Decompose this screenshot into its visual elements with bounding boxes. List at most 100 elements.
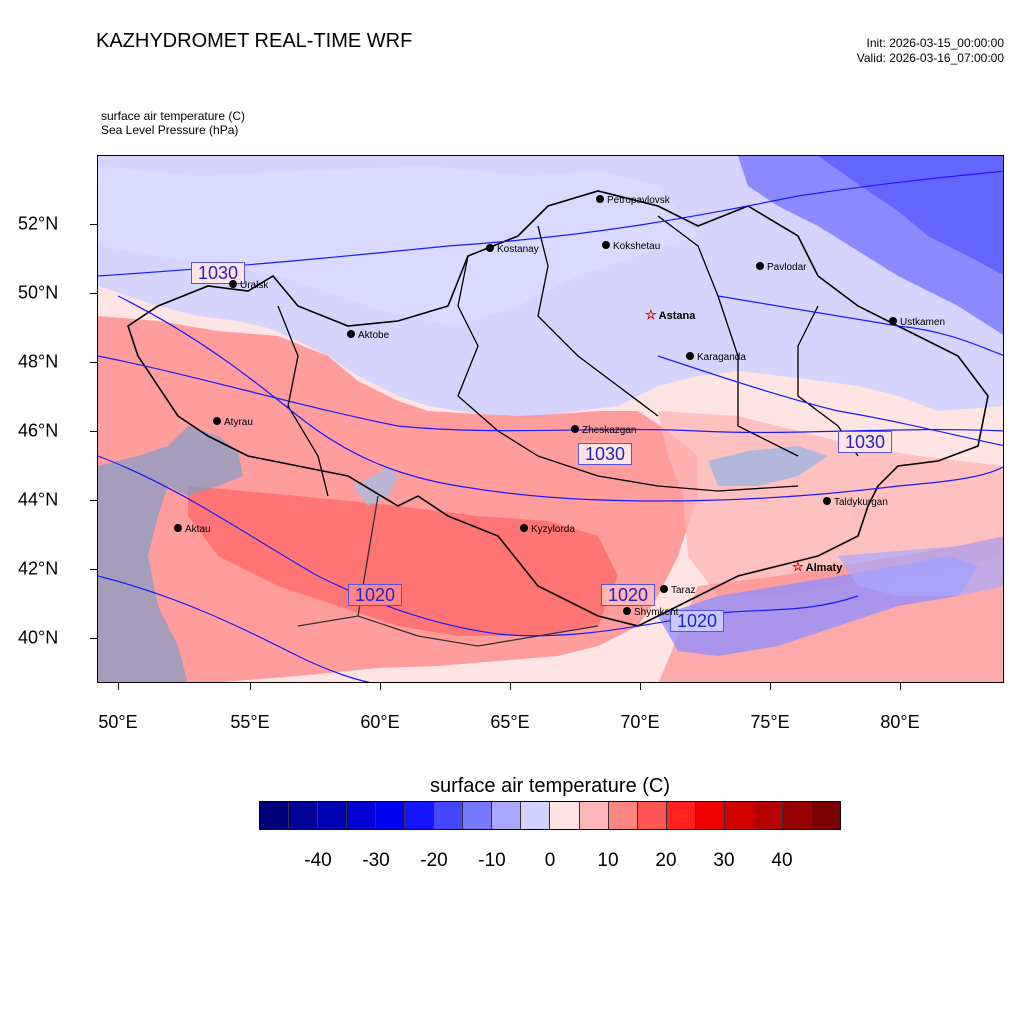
- lon-tick: [250, 683, 251, 690]
- city-taraz[interactable]: Taraz: [660, 585, 695, 596]
- city-pavlodar[interactable]: Pavlodar: [756, 262, 806, 273]
- lon-tick: [118, 683, 119, 690]
- country-border-south: [297, 615, 599, 647]
- isobar-line: [98, 170, 1003, 277]
- colorbar-swatch: [289, 802, 319, 829]
- capital-star-icon: ☆: [792, 559, 804, 574]
- city-kyzylorda[interactable]: Kyzylorda: [520, 524, 575, 535]
- province-border: [537, 225, 659, 417]
- lon-label: 55°E: [230, 712, 270, 732]
- city-aktau[interactable]: Aktau: [174, 524, 211, 535]
- colorbar-swatch: [608, 802, 638, 829]
- colorbar-swatch: [405, 802, 435, 829]
- city-dot-icon: [486, 244, 494, 252]
- city-astana[interactable]: ☆ Astana: [645, 307, 695, 323]
- init-time: Init: 2026-03-15_00:00:00: [866, 36, 1004, 50]
- page-title: KAZHYDROMET REAL-TIME WRF: [96, 30, 413, 52]
- city-label: Kostanay: [497, 244, 539, 255]
- colorbar-tick: 30: [713, 850, 735, 871]
- colorbar-swatch: [347, 802, 377, 829]
- isobar-line: [98, 455, 859, 637]
- city-dot-icon: [756, 262, 764, 270]
- colorbar-swatch: [492, 802, 522, 829]
- colorbar-swatch: [811, 802, 840, 829]
- city-aktobe[interactable]: Aktobe: [347, 330, 389, 341]
- isobar-label: 1030: [838, 431, 892, 453]
- city-label: Almaty: [805, 562, 843, 574]
- city-karaganda[interactable]: Karaganda: [686, 352, 746, 363]
- colorbar-tick: 40: [771, 850, 793, 871]
- lon-tick: [900, 683, 901, 690]
- city-label: Kyzylorda: [531, 524, 575, 535]
- colorbar-tick: -10: [478, 850, 506, 871]
- colorbar-tick: 20: [655, 850, 677, 871]
- colorbar: [259, 801, 841, 830]
- lon-label: 65°E: [490, 712, 530, 732]
- city-almaty[interactable]: ☆ Almaty: [792, 559, 842, 575]
- city-dot-icon: [213, 417, 221, 425]
- lat-label: 46°N: [18, 420, 59, 441]
- province-border: [537, 455, 799, 492]
- isobar-label: 1020: [348, 584, 402, 606]
- colorbar-tick: 10: [597, 850, 619, 871]
- province-border: [277, 305, 329, 497]
- city-petropavlovsk[interactable]: Petropavlovsk: [596, 195, 670, 206]
- city-uralsk[interactable]: Uralsk: [229, 280, 268, 291]
- colorbar-tick: -40: [304, 850, 332, 871]
- cold-core-inner: [818, 156, 1003, 275]
- colorbar-tick: 0: [544, 850, 556, 871]
- city-atyrau[interactable]: Atyrau: [213, 417, 253, 428]
- colorbar-swatch: [260, 802, 290, 829]
- lat-label: 44°N: [18, 489, 59, 510]
- city-zheskazgan[interactable]: Zheskazgan: [571, 425, 636, 436]
- lon-tick: [510, 683, 511, 690]
- caspian-sea: [98, 426, 243, 682]
- colorbar-swatch: [724, 802, 754, 829]
- city-dot-icon: [686, 352, 694, 360]
- province-border: [457, 255, 539, 457]
- colorbar-swatch: [550, 802, 580, 829]
- colorbar-swatch: [695, 802, 725, 829]
- city-taldykurgan[interactable]: Taldykurgan: [823, 497, 888, 508]
- lon-tick: [640, 683, 641, 690]
- city-label: Kokshetau: [613, 241, 661, 252]
- colorbar-swatch: [463, 802, 493, 829]
- city-label: Astana: [658, 310, 696, 322]
- city-dot-icon: [571, 425, 579, 433]
- city-label: Zheskazgan: [582, 425, 637, 436]
- isobar-label: 1030: [191, 262, 245, 284]
- province-border: [657, 215, 799, 457]
- lat-label: 42°N: [18, 558, 59, 579]
- colorbar-swatch: [376, 802, 406, 829]
- lat-tick: [90, 638, 97, 639]
- warm-core: [188, 486, 618, 636]
- colorbar-swatch: [637, 802, 667, 829]
- isobar-label: 1020: [601, 584, 655, 606]
- city-kokshetau[interactable]: Kokshetau: [602, 241, 660, 252]
- lat-tick: [90, 293, 97, 294]
- city-shymkent[interactable]: Shymkent: [623, 607, 678, 618]
- colorbar-swatch: [318, 802, 348, 829]
- lon-tick: [770, 683, 771, 690]
- map-panel[interactable]: 1030 1030 1030 1020 1020 1020 Petropavlo…: [97, 155, 1004, 683]
- city-dot-icon: [823, 497, 831, 505]
- colorbar-swatch: [434, 802, 464, 829]
- city-kostanay[interactable]: Kostanay: [486, 244, 539, 255]
- lon-label: 75°E: [750, 712, 790, 732]
- city-dot-icon: [660, 585, 668, 593]
- lat-label: 48°N: [18, 351, 59, 372]
- lat-tick: [90, 431, 97, 432]
- lon-tick: [380, 683, 381, 690]
- lat-label: 52°N: [18, 213, 59, 234]
- city-dot-icon: [889, 317, 897, 325]
- lon-label: 70°E: [620, 712, 660, 732]
- field-label-pressure: Sea Level Pressure (hPa): [101, 123, 239, 137]
- colorbar-swatch: [666, 802, 696, 829]
- city-label: Aktau: [185, 524, 211, 535]
- colorbar-swatch: [753, 802, 783, 829]
- city-ustkamen[interactable]: Ustkamen: [889, 317, 945, 328]
- city-label: Petropavlovsk: [607, 195, 670, 206]
- city-dot-icon: [602, 241, 610, 249]
- isobar-label: 1030: [578, 443, 632, 465]
- capital-star-icon: ☆: [645, 307, 657, 322]
